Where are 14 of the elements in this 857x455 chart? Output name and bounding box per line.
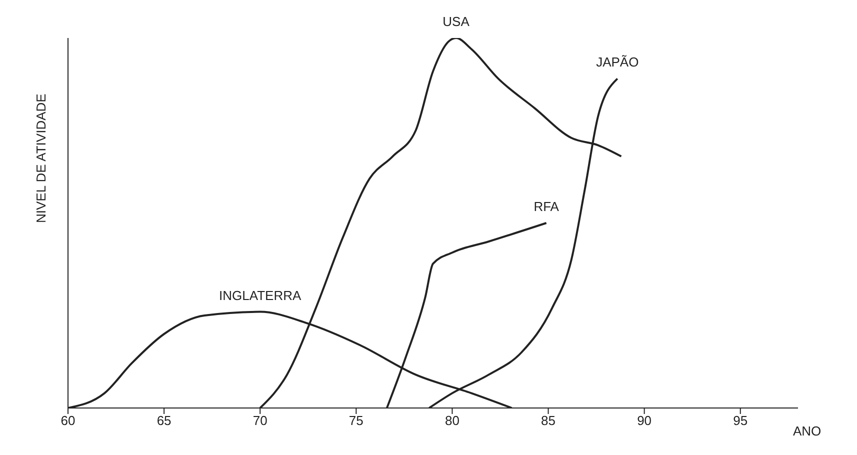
- y-axis-title: NIVEL DE ATIVIDADE: [34, 93, 49, 223]
- x-tick-label: 95: [733, 413, 748, 428]
- series-label: INGLATERRA: [219, 288, 302, 303]
- series-label: JAPÃO: [596, 54, 639, 70]
- x-tick-label: 85: [541, 413, 556, 428]
- x-tick-label: 60: [60, 413, 76, 428]
- x-tick-label: 65: [156, 413, 172, 428]
- x-tick-label: 70: [252, 413, 268, 428]
- x-tick-label: 80: [444, 413, 460, 428]
- series-label: USA: [442, 14, 470, 29]
- x-tick-label: 75: [348, 413, 364, 428]
- x-tick-label: 90: [637, 413, 652, 428]
- series-label: RFA: [534, 199, 560, 214]
- x-axis-title: ANO: [793, 424, 822, 439]
